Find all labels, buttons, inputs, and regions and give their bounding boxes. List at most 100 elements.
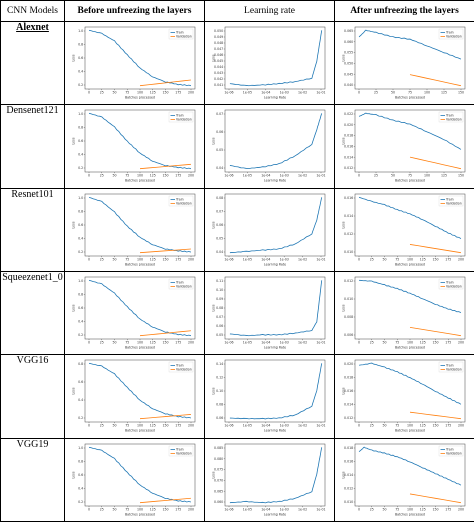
y-axis-label: Loss: [211, 221, 215, 228]
x-tick-label: 50: [390, 91, 394, 95]
chart-cell: 1e-06 1e-05 1e-04 1e-03 1e-02 1e-01 0.04 0.05 0.…: [204, 187, 335, 272]
x-tick-label: 200: [457, 507, 463, 511]
x-tick-label: 75: [125, 174, 129, 178]
x-tick-label: 1e-04: [261, 507, 270, 511]
x-axis-label: Batches processed: [124, 96, 154, 100]
chart-cell: 1e-06 1e-05 1e-04 1e-03 1e-02 1e-01 0.05 0.06 0.…: [204, 270, 335, 356]
train-line: [229, 196, 322, 253]
x-tick-label: 100: [136, 91, 142, 95]
loss-chart: 0 25 50 75 100 125 150 175 200 0.010 0.012 0.014 0.0…: [341, 193, 465, 266]
x-tick-label: 75: [395, 341, 399, 345]
x-tick-label: 25: [99, 174, 103, 178]
train-line: [229, 280, 322, 337]
y-tick-label: 0.08: [216, 196, 223, 200]
train-line: [229, 446, 322, 503]
y-tick-label: 0.047: [214, 47, 223, 51]
chart-cell: 0 25 50 75 100 125 150 175 200 0.010 0.012 0.014 0.0…: [334, 437, 474, 522]
x-axis-label: Learning Rate: [263, 512, 285, 516]
y-tick-label: 0.06: [216, 223, 223, 227]
legend-label: Validation: [446, 35, 462, 39]
y-tick-label: 0.05: [216, 333, 223, 337]
x-tick-label: 1e-03: [279, 507, 288, 511]
x-tick-label: 150: [162, 424, 168, 428]
header-before-unfreezing: Before unfreezing the layers: [64, 0, 205, 22]
x-tick-label: 25: [99, 341, 103, 345]
legend-box: [168, 195, 193, 206]
validation-line: [139, 330, 191, 337]
y-tick-label: 0.4: [78, 70, 83, 74]
y-tick-label: 0.8: [78, 43, 83, 47]
x-tick-label: 125: [149, 341, 155, 345]
y-tick-label: 0.6: [78, 139, 83, 143]
x-tick-label: 100: [406, 341, 412, 345]
x-axis-label: Batches processed: [124, 179, 154, 183]
y-axis-label: Loss: [341, 221, 345, 228]
y-tick-label: 0.018: [344, 446, 353, 450]
x-tick-label: 150: [162, 174, 168, 178]
y-tick-label: 0.6: [78, 223, 83, 227]
x-tick-label: 150: [432, 341, 438, 345]
x-tick-label: 25: [369, 424, 373, 428]
lr-chart: 1e-06 1e-05 1e-04 1e-03 1e-02 1e-01 0.04 0.05 0.…: [211, 110, 325, 183]
x-tick-label: 175: [445, 257, 451, 261]
y-tick-label: 0.07: [216, 112, 223, 116]
model-name: Squeezenet1_0: [2, 271, 63, 283]
y-tick-label: 0.06: [216, 324, 223, 328]
header-after-unfreezing: After unfreezing the layers: [334, 0, 474, 22]
model-name: Densenet121: [6, 105, 59, 117]
y-tick-label: 0.012: [344, 416, 353, 420]
x-tick-label: 200: [187, 174, 193, 178]
lr-chart: 1e-06 1e-05 1e-04 1e-03 1e-02 1e-01 0.06 0.08 0.…: [211, 360, 325, 433]
x-tick-label: 100: [136, 507, 142, 511]
x-tick-label: 200: [187, 257, 193, 261]
x-tick-label: 0: [357, 257, 359, 261]
train-line: [88, 29, 191, 87]
x-tick-label: 150: [162, 341, 168, 345]
y-tick-label: 0.2: [78, 416, 83, 420]
legend-box: [168, 445, 193, 456]
x-tick-label: 1e-06: [224, 91, 233, 95]
x-tick-label: 175: [175, 507, 181, 511]
x-tick-label: 1e-02: [297, 507, 306, 511]
x-tick-label: 175: [175, 424, 181, 428]
y-tick-label: 1.0: [78, 112, 83, 116]
x-axis-label: Learning Rate: [263, 262, 285, 266]
train-line: [88, 279, 191, 337]
chart-cell: 0 25 50 75 100 125 150 175 200 0.2 0.4 0.6 0.8 1.0 Bat…: [64, 20, 205, 106]
x-tick-label: 25: [99, 507, 103, 511]
lr-chart: 1e-06 1e-05 1e-04 1e-03 1e-02 1e-01 0.041 0.042…: [211, 26, 325, 100]
y-axis-label: Loss: [341, 387, 345, 394]
y-tick-label: 0.075: [214, 467, 223, 471]
y-tick-label: 0.4: [78, 153, 83, 157]
x-tick-label: 25: [369, 341, 373, 345]
legend-label: Train: [175, 447, 184, 451]
loss-chart: 0 25 50 75 100 125 150 175 200 0.2 0.4 0.6 0.8 1.0 Bat…: [71, 26, 195, 100]
y-tick-label: 0.014: [344, 156, 353, 160]
legend-box: [438, 445, 463, 456]
y-tick-label: 0.11: [216, 279, 223, 283]
x-axis-label: Batches processed: [394, 429, 424, 433]
x-tick-label: 1e-06: [224, 341, 233, 345]
chart-cell: 0 25 50 75 100 125 150 175 200 0.2 0.4 0.6 0.8 1.0 Bat…: [64, 437, 205, 522]
train-line: [358, 29, 461, 60]
legend-label: Train: [445, 114, 454, 118]
x-tick-label: 1e-01: [316, 257, 325, 261]
x-tick-label: 50: [382, 341, 386, 345]
x-tick-label: 1e-02: [297, 424, 306, 428]
legend-label: Validation: [176, 451, 192, 455]
x-tick-label: 125: [149, 424, 155, 428]
loss-chart: 0 25 50 75 100 125 150 175 200 0.010 0.012 0.014 0.0…: [341, 443, 465, 516]
train-line: [229, 363, 322, 420]
y-tick-label: 0.010: [344, 250, 353, 254]
legend-label: Train: [445, 31, 454, 35]
train-line: [229, 30, 322, 87]
x-axis-label: Learning Rate: [263, 429, 285, 433]
y-tick-label: 0.6: [78, 473, 83, 477]
chart-cell: 0 25 50 75 100 125 150 175 200 0.2 0.4 0.6 0.8 1.0 Bat…: [64, 270, 205, 356]
x-tick-label: 175: [445, 424, 451, 428]
y-tick-label: 0.2: [78, 83, 83, 87]
y-tick-label: 0.022: [344, 112, 353, 116]
x-tick-label: 175: [175, 341, 181, 345]
x-tick-label: 150: [162, 257, 168, 261]
